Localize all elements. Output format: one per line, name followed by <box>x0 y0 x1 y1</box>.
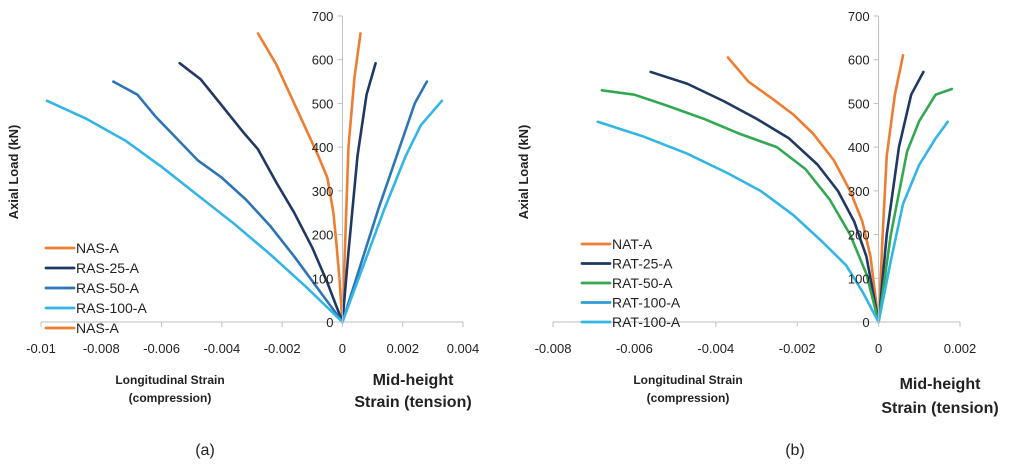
chart-b-series-line-7 <box>877 120 950 324</box>
chart-a-legend-label: RAS-25-A <box>76 260 140 276</box>
chart-b-y-tick-label: 100 <box>848 271 870 286</box>
chart-b-series-line-2 <box>649 70 880 324</box>
chart-a-series-line-5 <box>341 80 429 324</box>
chart-b-x-tick-label: -0.006 <box>616 341 653 356</box>
chart-a-legend-label: RAS-100-A <box>76 300 147 316</box>
chart-a-x-tick-label: -0.008 <box>83 341 120 356</box>
chart-b-series-line-3 <box>877 70 925 324</box>
chart-b-legend-label: RAT-50-A <box>612 275 673 291</box>
chart-b-x-axis-label-compression-line2: (compression) <box>647 391 730 405</box>
chart-a-y-tick-label: 500 <box>312 96 334 111</box>
chart-b-x-axis-label-compression-line1: Longitudinal Strain <box>633 373 742 387</box>
chart-a-x-axis-label-compression-line2: (compression) <box>129 391 212 405</box>
chart-b-y-tick-label: 600 <box>848 53 870 68</box>
chart-a-legend-label: RAS-50-A <box>76 280 140 296</box>
chart-b-series-line-4 <box>600 89 880 324</box>
chart-a-series-line-1 <box>341 32 362 324</box>
chart-b-y-axis-label: Axial Load (kN) <box>516 125 531 220</box>
chart-a-legend-label: NAS-A <box>76 240 119 256</box>
chart-b-series-line-6 <box>596 120 880 324</box>
chart-a-y-tick-label: 0 <box>326 315 333 330</box>
chart-a-series-line-7 <box>341 99 444 324</box>
chart-b-y-tick-label: 200 <box>848 228 870 243</box>
chart-b-y-tick-label: 0 <box>862 315 869 330</box>
chart-a-y-tick-label: 400 <box>312 140 334 155</box>
chart-a-y-tick-label: 100 <box>312 271 334 286</box>
chart-a-x-axis-label-tension-line1: Mid-height <box>373 372 455 389</box>
chart-b-series-line-1 <box>877 54 905 324</box>
chart-b-x-tick-label: -0.004 <box>697 341 734 356</box>
chart-b-x-tick-label: -0.008 <box>535 341 572 356</box>
chart-b-x-tick-label: -0.002 <box>779 341 816 356</box>
chart-b-legend-label: NAT-A <box>612 236 653 252</box>
chart-b-x-axis-label-tension-line1: Mid-height <box>900 376 982 393</box>
chart-a-x-tick-label: 0.002 <box>386 341 419 356</box>
chart-b-caption: (b) <box>785 442 805 459</box>
chart-a-x-axis-label-compression-line1: Longitudinal Strain <box>115 373 224 387</box>
chart-a-series-line-4 <box>112 80 344 324</box>
chart-a-x-tick-label: -0.002 <box>264 341 301 356</box>
chart-a-y-tick-label: 600 <box>312 53 334 68</box>
chart-b-legend-label: RAT-100-A <box>612 314 681 330</box>
chart-b-y-tick-label: 300 <box>848 184 870 199</box>
chart-b-y-tick-label: 700 <box>848 9 870 24</box>
chart-a-legend: NAS-A RAS-25-A RAS-50-A RAS-100-A NAS-A <box>44 240 147 336</box>
chart-b-legend: NAT-A RAT-25-A RAT-50-A RAT-100-A RAT-100-A <box>580 236 681 330</box>
chart-b: Axial Load (kN) Longitudinal Strain (com… <box>516 9 999 459</box>
chart-a-x-tick-label: -0.006 <box>143 341 180 356</box>
chart-a-series-line-0 <box>256 32 344 324</box>
chart-b-y-tick-label: 500 <box>848 96 870 111</box>
chart-a-legend-label: NAS-A <box>76 320 119 336</box>
chart-a-y-tick-label: 300 <box>312 184 334 199</box>
chart-a: Axial Load (kN) Longitudinal Strain (com… <box>6 9 479 459</box>
chart-a-y-tick-label: 200 <box>312 228 334 243</box>
chart-b-x-tick-label: 0 <box>875 341 882 356</box>
chart-b-legend-label: RAT-25-A <box>612 256 673 272</box>
chart-a-x-tick-label: -0.004 <box>203 341 240 356</box>
chart-b-series-line-5 <box>877 87 954 324</box>
chart-b-series-line-0 <box>726 56 880 324</box>
chart-a-y-tick-label: 700 <box>312 9 334 24</box>
chart-a-x-axis-label-tension-line2: Strain (tension) <box>354 394 471 411</box>
chart-a-caption: (a) <box>195 442 215 459</box>
chart-b-x-axis-label-tension-line2: Strain (tension) <box>881 400 998 417</box>
chart-b-legend-label: RAT-100-A <box>612 295 681 311</box>
chart-a-x-tick-label: 0 <box>339 341 346 356</box>
chart-b-y-tick-label: 400 <box>848 140 870 155</box>
chart-a-series-line-2 <box>178 61 344 324</box>
chart-a-x-tick-label: 0.004 <box>447 341 480 356</box>
chart-a-y-axis-label: Axial Load (kN) <box>6 125 21 220</box>
chart-a-series-line-6 <box>45 99 344 324</box>
chart-b-x-tick-label: 0.002 <box>944 341 977 356</box>
chart-a-x-tick-label: -0.01 <box>26 341 56 356</box>
chart-a-series-line-3 <box>341 61 377 324</box>
